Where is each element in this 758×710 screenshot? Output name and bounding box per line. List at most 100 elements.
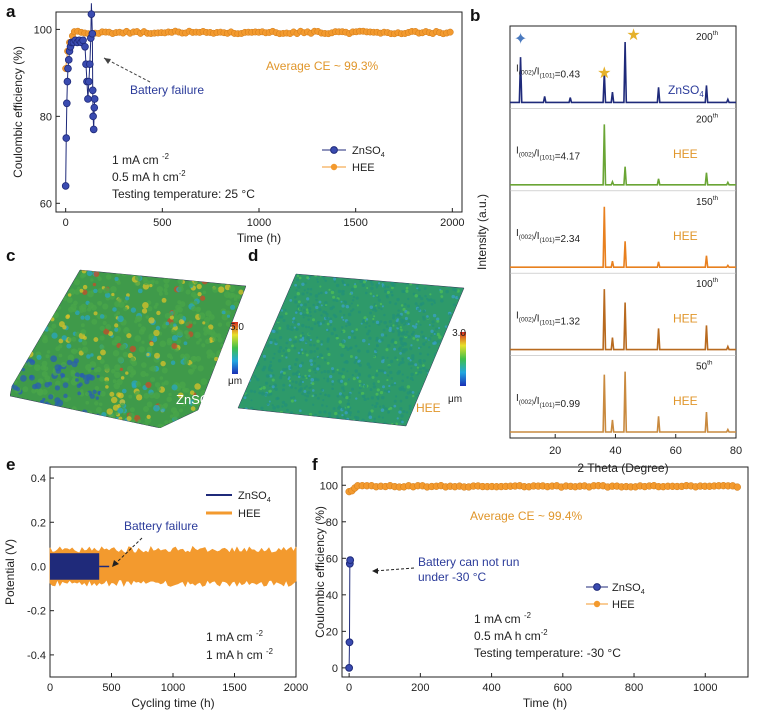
surface-speckle bbox=[344, 300, 348, 304]
surface-speckle bbox=[172, 325, 178, 331]
surface-speckle bbox=[269, 414, 273, 418]
surface-speckle bbox=[342, 270, 345, 273]
cannot-run-annotation: Battery can not run bbox=[418, 555, 519, 569]
surface-speckle bbox=[318, 274, 322, 276]
surface-speckle bbox=[294, 386, 297, 390]
surface-speckle bbox=[84, 378, 90, 385]
surface-speckle bbox=[342, 281, 345, 285]
surface-speckle bbox=[460, 323, 464, 328]
surface-speckle bbox=[58, 353, 63, 358]
surface-speckle bbox=[367, 397, 370, 400]
surface-speckle bbox=[191, 305, 197, 312]
surface-speckle bbox=[168, 392, 172, 397]
surface-speckle bbox=[51, 332, 58, 339]
surface-speckle bbox=[329, 317, 333, 321]
surface-speckle bbox=[138, 323, 142, 327]
surface-speckle bbox=[404, 333, 408, 337]
surface-speckle bbox=[243, 302, 246, 305]
surface-speckle bbox=[26, 350, 34, 358]
data-point-znso4 bbox=[85, 77, 93, 86]
surface-speckle bbox=[405, 395, 409, 400]
surface-speckle bbox=[221, 282, 225, 287]
surface-speckle bbox=[399, 361, 403, 365]
surface-speckle bbox=[367, 374, 372, 378]
scale-max-label: 3.0 bbox=[452, 328, 466, 339]
surface-speckle bbox=[281, 388, 285, 392]
surface-speckle bbox=[141, 308, 148, 314]
surface-speckle bbox=[225, 344, 230, 349]
surface-speckle bbox=[238, 283, 240, 287]
surface-speckle bbox=[433, 416, 436, 420]
surface-speckle bbox=[315, 347, 319, 351]
surface-speckle bbox=[468, 314, 470, 316]
surface-speckle bbox=[414, 294, 418, 298]
surface-speckle bbox=[313, 377, 318, 381]
surface-speckle bbox=[105, 324, 112, 330]
surface-speckle bbox=[430, 373, 434, 377]
surface-speckle bbox=[113, 371, 121, 379]
surface-speckle bbox=[466, 381, 469, 384]
surface-speckle bbox=[262, 274, 265, 277]
surface-speckle bbox=[165, 321, 170, 326]
surface-speckle bbox=[453, 317, 456, 320]
surface-speckle bbox=[306, 291, 309, 294]
surface-speckle bbox=[313, 310, 317, 313]
surface-speckle bbox=[368, 415, 373, 419]
surface-speckle bbox=[161, 367, 168, 374]
surface-speckle bbox=[437, 428, 440, 430]
surface-speckle bbox=[377, 380, 380, 383]
surface-speckle bbox=[448, 350, 451, 353]
surface-speckle bbox=[120, 402, 125, 408]
surface-speckle bbox=[280, 427, 283, 430]
surface-speckle bbox=[416, 366, 420, 369]
surface-speckle bbox=[401, 388, 404, 391]
surface-speckle bbox=[372, 420, 376, 425]
surface-speckle bbox=[341, 304, 345, 308]
surface-speckle bbox=[110, 286, 117, 293]
surface-speckle bbox=[242, 389, 246, 392]
surface-speckle bbox=[454, 359, 459, 363]
surface-speckle bbox=[19, 306, 25, 312]
surface-speckle bbox=[409, 376, 414, 381]
surface-speckle bbox=[335, 334, 338, 337]
surface-speckle bbox=[262, 365, 267, 370]
surface-speckle bbox=[247, 288, 251, 292]
surface-speckle bbox=[426, 270, 429, 272]
surface-speckle bbox=[22, 296, 28, 302]
surface-speckle bbox=[372, 274, 377, 276]
surface-speckle bbox=[202, 290, 207, 295]
surface-speckle bbox=[295, 327, 299, 332]
surface-speckle bbox=[216, 333, 222, 339]
surface-speckle bbox=[412, 330, 416, 334]
legend-label-hee: HEE bbox=[612, 599, 635, 611]
surface-speckle bbox=[458, 323, 462, 327]
surface-speckle bbox=[362, 338, 366, 343]
data-point-znso4 bbox=[62, 134, 71, 142]
surface-speckle bbox=[288, 376, 291, 379]
surface-speckle bbox=[456, 359, 459, 363]
surface-speckle bbox=[246, 357, 250, 360]
peak-marker-icon: ★ bbox=[626, 27, 640, 44]
surface-speckle bbox=[68, 411, 75, 418]
surface-speckle bbox=[93, 368, 98, 373]
surface-speckle bbox=[382, 385, 386, 389]
surface-speckle bbox=[273, 282, 277, 286]
surface-speckle bbox=[448, 425, 452, 426]
surface-speckle bbox=[176, 329, 184, 337]
surface-speckle bbox=[225, 270, 231, 273]
surface-speckle bbox=[308, 274, 312, 275]
surface-speckle bbox=[341, 413, 344, 417]
surface-speckle bbox=[198, 338, 202, 342]
surface-speckle bbox=[417, 307, 421, 311]
surface-speckle bbox=[457, 418, 461, 423]
surface-speckle bbox=[451, 276, 456, 280]
surface-speckle bbox=[281, 405, 284, 408]
surface-speckle bbox=[346, 348, 350, 352]
surface-speckle bbox=[86, 354, 91, 359]
surface-speckle bbox=[370, 396, 374, 400]
surface-speckle bbox=[385, 325, 389, 328]
surface-speckle bbox=[253, 293, 257, 297]
surface-speckle bbox=[343, 361, 346, 364]
surface-speckle bbox=[188, 320, 193, 325]
